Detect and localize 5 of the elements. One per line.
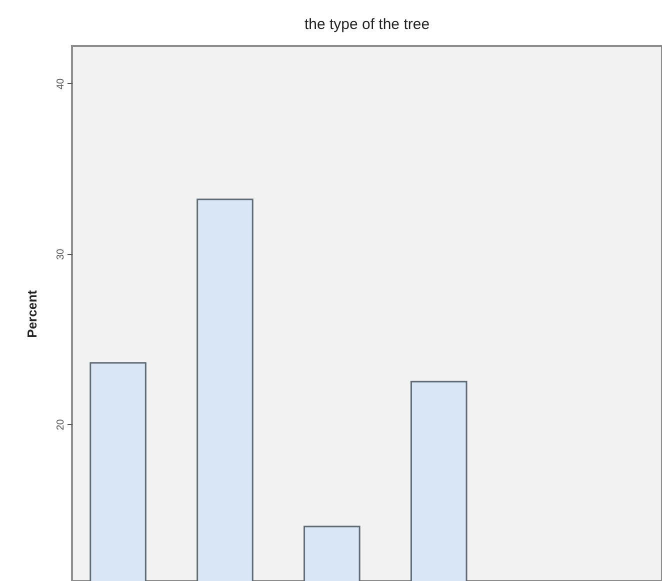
y-tick-label: 20 [56, 418, 66, 430]
y-axis-title: Percent [24, 289, 40, 338]
y-tick-label: 40 [56, 78, 66, 90]
chart-title: the type of the tree [304, 16, 430, 33]
y-tick-label: 30 [56, 248, 66, 260]
